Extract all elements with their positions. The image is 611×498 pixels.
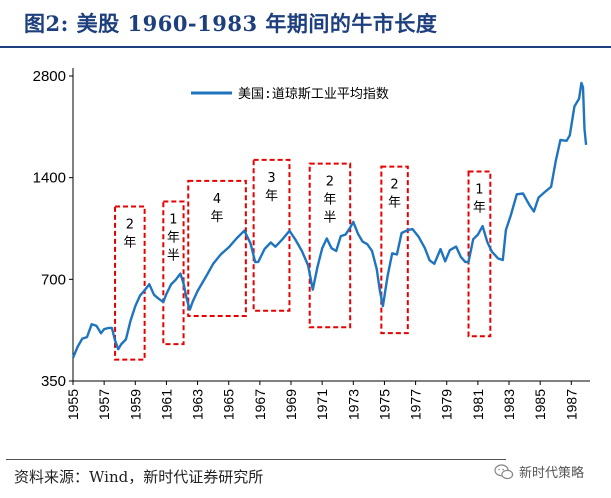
x-tick-label: 1963 (190, 389, 206, 420)
x-tick-label: 1973 (345, 389, 361, 420)
bull-market-box (162, 200, 185, 346)
watermark-label: 新时代策略 (519, 466, 585, 481)
y-tick-label: 2800 (33, 68, 66, 85)
figure-title: 图2: 美股 1960-1983 年期间的牛市长度 (24, 11, 438, 36)
x-tick-label: 1985 (532, 389, 548, 420)
y-tick-label: 700 (41, 271, 66, 288)
x-tick-label: 1955 (65, 389, 81, 420)
series-line (71, 81, 588, 359)
bull-market-box (114, 205, 146, 361)
x-tick-label: 1967 (252, 389, 268, 420)
axes (72, 68, 590, 382)
x-ticks: 1955 1957 1959 1961 1963 1965 1967 1969 1971 1973… (65, 381, 579, 420)
x-tick-label: 1975 (376, 389, 392, 420)
x-tick-label: 1965 (221, 389, 237, 420)
bull-market-box (187, 179, 247, 318)
x-tick-label: 1981 (470, 389, 486, 420)
bull-market-box (308, 162, 352, 329)
legend-label: 美国:道琼斯工业平均指数 (238, 87, 389, 102)
x-tick-label: 1971 (314, 389, 330, 420)
wechat-icon (494, 463, 514, 479)
legend: 美国:道琼斯工业平均指数 (191, 87, 389, 102)
title-underline (0, 46, 611, 48)
bull-market-boxes: 2 年 1 年半 4 年 3 年 2 年半 2 年 1 年 (114, 158, 492, 361)
bull-market-box (252, 158, 291, 312)
series-layer (71, 81, 588, 359)
footer-rule (6, 459, 506, 460)
x-tick-label: 1957 (96, 389, 112, 420)
x-tick-label: 1959 (127, 389, 143, 420)
wechat-watermark: 新时代策略 (494, 462, 584, 481)
y-ticks: 350 700 1400 2800 (33, 68, 73, 390)
x-tick-label: 1987 (563, 389, 579, 420)
bull-market-duration-label: 1 年半 (167, 213, 180, 264)
x-tick-label: 1961 (158, 389, 174, 420)
y-tick-label: 1400 (33, 170, 66, 187)
x-tick-label: 1979 (439, 389, 455, 420)
x-tick-label: 1969 (283, 389, 299, 420)
source-note: 资料来源：Wind，新时代证券研究所 (14, 468, 264, 486)
x-tick-label: 1983 (501, 389, 517, 420)
y-tick-label: 350 (41, 373, 66, 390)
bull-market-box (467, 170, 492, 338)
bull-market-duration-label: 2 年半 (323, 175, 336, 226)
x-tick-label: 1977 (408, 389, 424, 420)
